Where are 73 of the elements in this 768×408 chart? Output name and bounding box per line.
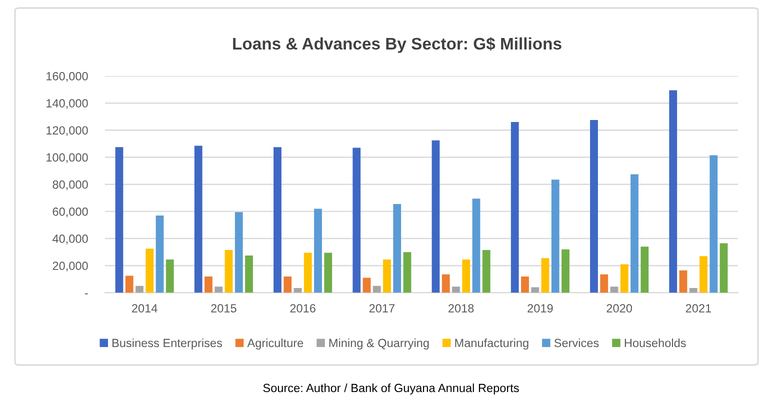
bar [700, 256, 708, 293]
legend-label: Households [624, 338, 686, 348]
legend-label: Services [554, 338, 599, 348]
y-tick-label: 20,000 [52, 262, 88, 272]
bar [383, 260, 391, 293]
y-tick-label: 80,000 [52, 180, 88, 190]
bar [125, 276, 134, 293]
bar [600, 274, 608, 293]
y-tick-label: 40,000 [52, 234, 88, 244]
bar [234, 212, 243, 293]
bar [610, 286, 618, 293]
bar [362, 278, 371, 293]
legend-label: Manufacturing [455, 338, 528, 350]
bar [720, 243, 728, 293]
bar [432, 140, 440, 293]
x-tick-label: 2019 [528, 304, 553, 312]
bar [314, 208, 322, 293]
source-note: Source: Author / Bank of Guyana Annual Reports [263, 383, 519, 395]
bar [669, 90, 678, 293]
legend-label: Agriculture [247, 338, 304, 350]
y-tick-label: 120,000 [46, 126, 88, 136]
y-tick-label: 60,000 [52, 207, 88, 218]
x-tick-label: 2016 [290, 304, 316, 312]
bar [531, 287, 540, 293]
legend-label: Mining & Quarrying [329, 338, 429, 350]
bar [482, 250, 490, 293]
x-tick-label: 2020 [606, 304, 632, 312]
bar [541, 258, 550, 293]
bar [710, 155, 718, 293]
x-tick-label: 2021 [686, 304, 711, 312]
bar [294, 288, 302, 293]
bar [214, 286, 223, 293]
bar [156, 216, 164, 293]
bar [403, 252, 412, 293]
x-tick-label: 2014 [132, 304, 158, 312]
bar [224, 250, 233, 293]
bar [274, 147, 282, 293]
bar [372, 286, 381, 293]
bar [115, 147, 124, 293]
chart-title: Loans & Advances By Sector: G$ Millions [233, 37, 562, 53]
bar [472, 198, 480, 293]
bar [304, 252, 312, 293]
bar [324, 252, 332, 293]
y-tick-label: - [84, 293, 88, 294]
bar [245, 255, 253, 293]
bar [194, 146, 202, 293]
bar [630, 174, 638, 293]
bar [393, 204, 402, 293]
y-tick-label: 160,000 [46, 72, 88, 82]
legend-label: Business Enterprises [112, 338, 222, 350]
bar [689, 288, 698, 293]
bar [551, 180, 560, 293]
bar [590, 120, 598, 293]
bar [352, 148, 361, 293]
bar [284, 276, 292, 293]
bar [166, 260, 174, 293]
bar [510, 122, 519, 293]
bar [521, 276, 529, 293]
bar [640, 246, 649, 293]
bar [679, 270, 688, 293]
bar [136, 286, 144, 293]
bar [204, 276, 212, 293]
bar [562, 249, 570, 293]
bar [442, 274, 450, 293]
bar [620, 264, 628, 293]
y-tick-label: 100,000 [46, 153, 88, 164]
bar [146, 248, 154, 293]
x-tick-label: 2017 [369, 304, 394, 312]
x-tick-label: 2018 [448, 304, 474, 312]
x-tick-label: 2015 [211, 304, 236, 312]
y-tick-label: 140,000 [46, 99, 88, 109]
bar [462, 260, 470, 293]
bar [452, 286, 460, 293]
